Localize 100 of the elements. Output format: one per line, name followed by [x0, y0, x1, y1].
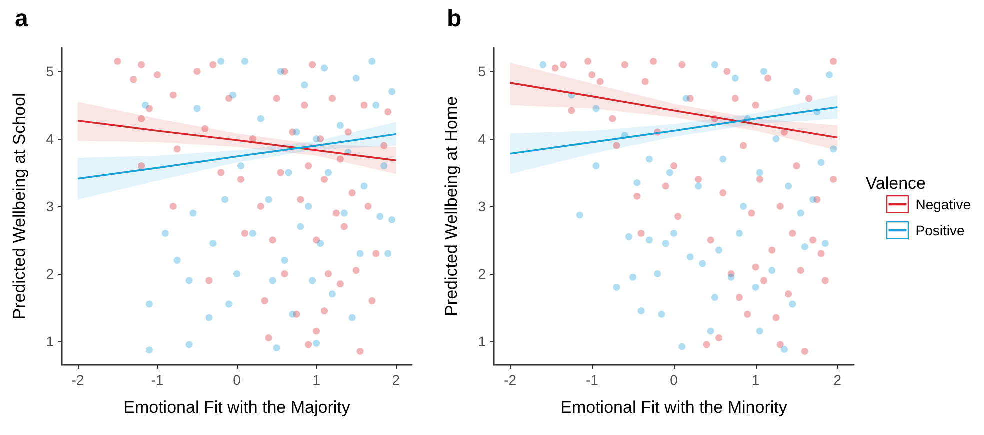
point	[654, 270, 662, 278]
point	[210, 240, 217, 248]
point	[360, 182, 368, 190]
point	[388, 216, 396, 224]
point	[609, 115, 616, 122]
point	[344, 128, 352, 136]
y-axis-title: Predicted Wellbeing at School	[10, 93, 29, 320]
point	[678, 61, 686, 68]
point	[670, 230, 678, 237]
point	[269, 277, 276, 284]
point	[826, 71, 833, 78]
point	[237, 162, 244, 170]
x-tick-label: 0	[233, 372, 242, 388]
point	[822, 240, 829, 248]
point	[552, 64, 559, 72]
point	[372, 102, 380, 109]
point	[806, 95, 812, 102]
chart-title: a	[15, 6, 29, 32]
point	[678, 343, 686, 350]
point	[313, 136, 320, 143]
point	[289, 310, 296, 318]
point	[740, 142, 748, 150]
point	[686, 254, 694, 261]
point	[170, 203, 177, 210]
point	[170, 92, 177, 99]
point	[638, 308, 645, 315]
point	[666, 169, 674, 176]
point	[261, 297, 268, 304]
point	[711, 294, 718, 302]
point	[810, 236, 817, 244]
point	[313, 340, 320, 347]
legend-label: Positive	[916, 222, 965, 238]
point	[818, 250, 825, 258]
point	[277, 169, 284, 176]
point	[130, 76, 138, 84]
point	[760, 68, 768, 76]
point	[297, 223, 304, 230]
point	[336, 122, 344, 130]
point	[364, 203, 372, 210]
point	[744, 310, 752, 318]
x-tick-label: -1	[151, 372, 164, 388]
point	[720, 190, 727, 197]
point	[728, 274, 735, 281]
point	[674, 213, 682, 220]
point	[707, 236, 714, 244]
point	[756, 176, 764, 184]
point	[360, 102, 368, 109]
point	[780, 346, 788, 353]
point	[372, 250, 380, 258]
x-tick-label: 2	[392, 372, 400, 388]
point	[785, 182, 792, 190]
point	[740, 203, 748, 210]
point	[154, 71, 161, 78]
point	[662, 182, 670, 190]
point	[328, 95, 336, 102]
point	[352, 74, 360, 82]
point	[703, 341, 710, 348]
point	[237, 176, 244, 184]
point	[646, 156, 653, 163]
line-series	[509, 106, 839, 155]
x-tick-label: 1	[312, 372, 321, 388]
point	[281, 270, 288, 278]
x-tick-label: 2	[834, 372, 842, 388]
point	[707, 328, 714, 335]
point	[736, 230, 743, 237]
point	[321, 176, 328, 184]
point	[380, 142, 388, 150]
point	[273, 344, 280, 352]
point	[540, 61, 547, 68]
y-tick-label: 4	[46, 131, 54, 148]
y-tick-label: 2	[46, 266, 54, 282]
point	[186, 277, 193, 284]
y-tick-label: 1	[478, 333, 486, 350]
point	[682, 95, 690, 102]
point	[626, 233, 632, 240]
line-series	[509, 82, 839, 139]
point	[810, 196, 817, 204]
point	[257, 203, 264, 210]
point	[356, 250, 364, 258]
point	[305, 203, 312, 210]
point	[317, 240, 324, 248]
point	[756, 169, 764, 176]
point	[716, 246, 722, 254]
point	[222, 196, 229, 204]
x-tick-label: -2	[72, 372, 84, 388]
point	[634, 179, 641, 186]
point	[658, 310, 666, 318]
point	[634, 192, 641, 200]
point	[249, 230, 256, 237]
point	[265, 196, 272, 204]
point	[772, 136, 780, 143]
point	[241, 58, 248, 65]
point	[138, 115, 146, 122]
point	[801, 348, 808, 356]
y-axis-title: Predicted Wellbeing at Home	[442, 96, 461, 316]
point	[699, 260, 706, 268]
y-tick-label: 4	[478, 131, 486, 148]
point	[241, 230, 248, 237]
point	[348, 314, 356, 322]
y-tick-label: 2	[478, 266, 486, 282]
